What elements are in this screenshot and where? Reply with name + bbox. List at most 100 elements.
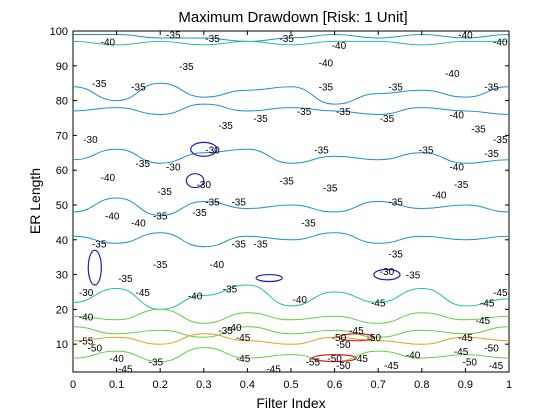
contour-label: -30 bbox=[205, 145, 220, 156]
contour-label: -45 bbox=[349, 326, 364, 337]
x-tick-label: 0.8 bbox=[414, 379, 429, 391]
contour-label: -35 bbox=[92, 239, 107, 250]
contour-line bbox=[72, 308, 510, 324]
closed-contour bbox=[190, 141, 218, 157]
contour-label: -50 bbox=[336, 361, 351, 372]
contour-label: -35 bbox=[192, 208, 207, 219]
y-tick-label: 50 bbox=[56, 200, 68, 212]
contour-label: -35 bbox=[205, 34, 220, 45]
contour-label: -40 bbox=[432, 191, 447, 202]
contour-label: -35 bbox=[149, 358, 164, 369]
contour-label: -35 bbox=[336, 107, 351, 118]
contour-label: -50 bbox=[336, 340, 351, 351]
contour-label: -50 bbox=[332, 333, 347, 344]
contour-line bbox=[72, 333, 510, 345]
contour-label: -35 bbox=[388, 83, 403, 94]
contour-label: -35 bbox=[388, 250, 403, 261]
closed-contour bbox=[312, 354, 358, 363]
y-tick-label: 70 bbox=[56, 130, 68, 142]
x-tick-label: 0.7 bbox=[371, 379, 386, 391]
y-tick-label: 10 bbox=[56, 339, 68, 351]
x-tick-label: 0 bbox=[70, 379, 76, 391]
y-tick-label: 100 bbox=[50, 26, 68, 38]
contour-label: -35 bbox=[484, 83, 499, 94]
contour-label: -35 bbox=[319, 83, 334, 94]
contour-lines bbox=[72, 33, 510, 363]
contour-label: -35 bbox=[153, 211, 168, 222]
contour-line bbox=[72, 284, 510, 310]
contour-label: -35 bbox=[279, 34, 294, 45]
y-tick-label: 30 bbox=[56, 270, 68, 282]
contour-label: -35 bbox=[323, 184, 338, 195]
y-tick-label: 20 bbox=[56, 304, 68, 316]
contour-label: -35 bbox=[231, 239, 246, 250]
contour-label: -30 bbox=[166, 163, 181, 174]
y-axis: 10 20 30 40 50 60 70 80 90 100 bbox=[50, 26, 509, 351]
contour-label: -40 bbox=[131, 218, 146, 229]
closed-contour bbox=[255, 273, 283, 283]
contour-label: -35 bbox=[406, 271, 421, 282]
contour-label: -40 bbox=[449, 111, 464, 122]
contour-label: -30 bbox=[83, 135, 98, 146]
contour-line bbox=[72, 326, 510, 338]
contour-label: -45 bbox=[384, 361, 399, 372]
x-axis-label: Filter Index bbox=[256, 395, 325, 411]
contour-label: -45 bbox=[354, 354, 369, 365]
contour-label: -55 bbox=[306, 358, 321, 369]
contour-label: -45 bbox=[489, 361, 504, 372]
contour-label: -35 bbox=[131, 83, 146, 94]
contour-label: -45 bbox=[236, 333, 251, 344]
contour-line bbox=[72, 232, 510, 248]
y-tick-label: 40 bbox=[56, 235, 68, 247]
x-tick-label: 0.4 bbox=[240, 379, 255, 391]
contour-label: -35 bbox=[314, 145, 329, 156]
chart-title: Maximum Drawdown [Risk: 1 Unit] bbox=[178, 9, 407, 26]
contour-label: -40 bbox=[445, 69, 460, 80]
contour-label: -35 bbox=[297, 107, 312, 118]
contour-label: -30 bbox=[380, 267, 395, 278]
contour-label: -35 bbox=[471, 124, 486, 135]
contour-label: -35 bbox=[253, 239, 268, 250]
contour-label: -30 bbox=[79, 288, 94, 299]
contour-label: -50 bbox=[484, 344, 499, 355]
y-axis-label: ER Length bbox=[27, 168, 43, 234]
contour-label: -45 bbox=[493, 288, 508, 299]
contour-label: -40 bbox=[493, 37, 508, 48]
x-axis: 0 0.1 0.2 0.3 0.4 0.5 0.6 0.7 0.8 0.9 1 bbox=[70, 31, 512, 391]
x-tick-label: 0.5 bbox=[283, 379, 298, 391]
contour-label: -35 bbox=[231, 198, 246, 209]
contour-label: -35 bbox=[301, 218, 316, 229]
contour-label: -30 bbox=[197, 180, 212, 191]
contour-label: -35 bbox=[179, 62, 194, 73]
contour-label: -35 bbox=[205, 198, 220, 209]
contour-label: -40 bbox=[101, 173, 116, 184]
closed-contour bbox=[373, 268, 401, 281]
contour-label: -35 bbox=[166, 30, 181, 41]
contour-label: -50 bbox=[367, 333, 382, 344]
contour-label: -40 bbox=[332, 41, 347, 52]
y-tick-label: 80 bbox=[56, 96, 68, 108]
closed-contour bbox=[185, 173, 205, 189]
contour-label: -40 bbox=[458, 30, 473, 41]
closed-contour bbox=[338, 333, 375, 342]
x-tick-label: 0.2 bbox=[153, 379, 168, 391]
contour-line bbox=[73, 33, 510, 42]
contour-label: -35 bbox=[218, 121, 233, 132]
contour-label: -55 bbox=[79, 337, 94, 348]
contour-label: -40 bbox=[101, 37, 116, 48]
contour-line bbox=[72, 82, 510, 105]
contour-label: -45 bbox=[266, 365, 281, 376]
contour-label: -40 bbox=[210, 260, 225, 271]
contour-label: -40 bbox=[292, 295, 307, 306]
contour-label: -45 bbox=[476, 316, 491, 327]
contour-label: -35 bbox=[279, 177, 294, 188]
contour-line bbox=[72, 40, 509, 46]
contour-label: -50 bbox=[88, 344, 103, 355]
contour-label: -35 bbox=[484, 149, 499, 160]
contour-label: -40 bbox=[449, 163, 464, 174]
contour-label: -40 bbox=[406, 351, 421, 362]
contour-label: -35 bbox=[253, 114, 268, 125]
contour-label: -40 bbox=[188, 291, 203, 302]
contour-label: -45 bbox=[371, 298, 386, 309]
